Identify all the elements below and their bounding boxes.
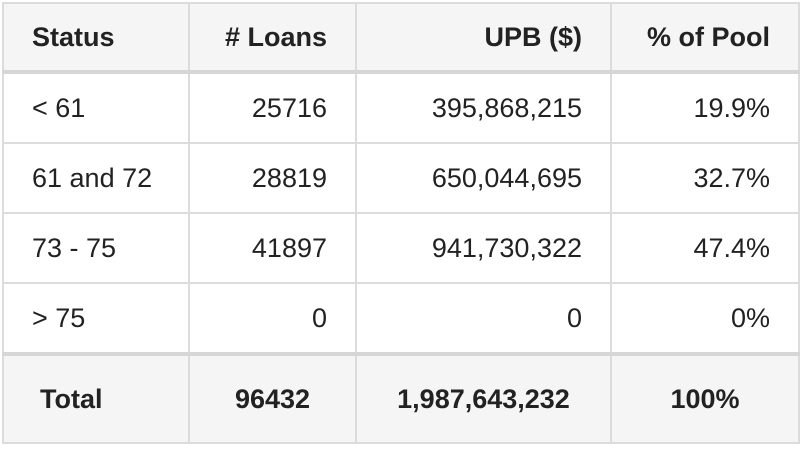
loans-cell: 0 bbox=[188, 282, 357, 355]
loans-cell: 41897 bbox=[188, 212, 357, 284]
status-cell: 73 - 75 bbox=[2, 212, 190, 284]
total-upb-cell: 1,987,643,232 bbox=[355, 352, 612, 444]
header-pool-percent: % of Pool bbox=[610, 2, 800, 74]
status-cell: 61 and 72 bbox=[2, 142, 190, 214]
header-loans: # Loans bbox=[188, 2, 357, 74]
upb-cell: 941,730,322 bbox=[355, 212, 612, 284]
loans-cell: 28819 bbox=[188, 142, 357, 214]
header-status: Status bbox=[2, 2, 190, 74]
table-row: > 75 0 0 0% bbox=[2, 282, 800, 355]
upb-cell: 0 bbox=[355, 282, 612, 355]
total-loans-cell: 96432 bbox=[188, 352, 357, 444]
header-row: Status # Loans UPB ($) % of Pool bbox=[2, 2, 800, 74]
loan-status-table: Status # Loans UPB ($) % of Pool < 61 25… bbox=[2, 2, 800, 444]
pool-percent-cell: 19.9% bbox=[610, 71, 800, 144]
status-cell: < 61 bbox=[2, 71, 190, 144]
upb-cell: 395,868,215 bbox=[355, 71, 612, 144]
pool-percent-cell: 47.4% bbox=[610, 212, 800, 284]
loans-cell: 25716 bbox=[188, 71, 357, 144]
table-row: 61 and 72 28819 650,044,695 32.7% bbox=[2, 142, 800, 214]
pool-percent-cell: 0% bbox=[610, 282, 800, 355]
status-cell: > 75 bbox=[2, 282, 190, 355]
pool-percent-cell: 32.7% bbox=[610, 142, 800, 214]
table-row: 73 - 75 41897 941,730,322 47.4% bbox=[2, 212, 800, 284]
table-body: < 61 25716 395,868,215 19.9% 61 and 72 2… bbox=[2, 71, 800, 444]
header-upb: UPB ($) bbox=[355, 2, 612, 74]
total-pool-percent-cell: 100% bbox=[610, 352, 800, 444]
total-row: Total 96432 1,987,643,232 100% bbox=[2, 352, 800, 444]
table-header: Status # Loans UPB ($) % of Pool bbox=[2, 2, 800, 74]
table-row: < 61 25716 395,868,215 19.9% bbox=[2, 71, 800, 144]
upb-cell: 650,044,695 bbox=[355, 142, 612, 214]
total-label-cell: Total bbox=[2, 352, 190, 444]
